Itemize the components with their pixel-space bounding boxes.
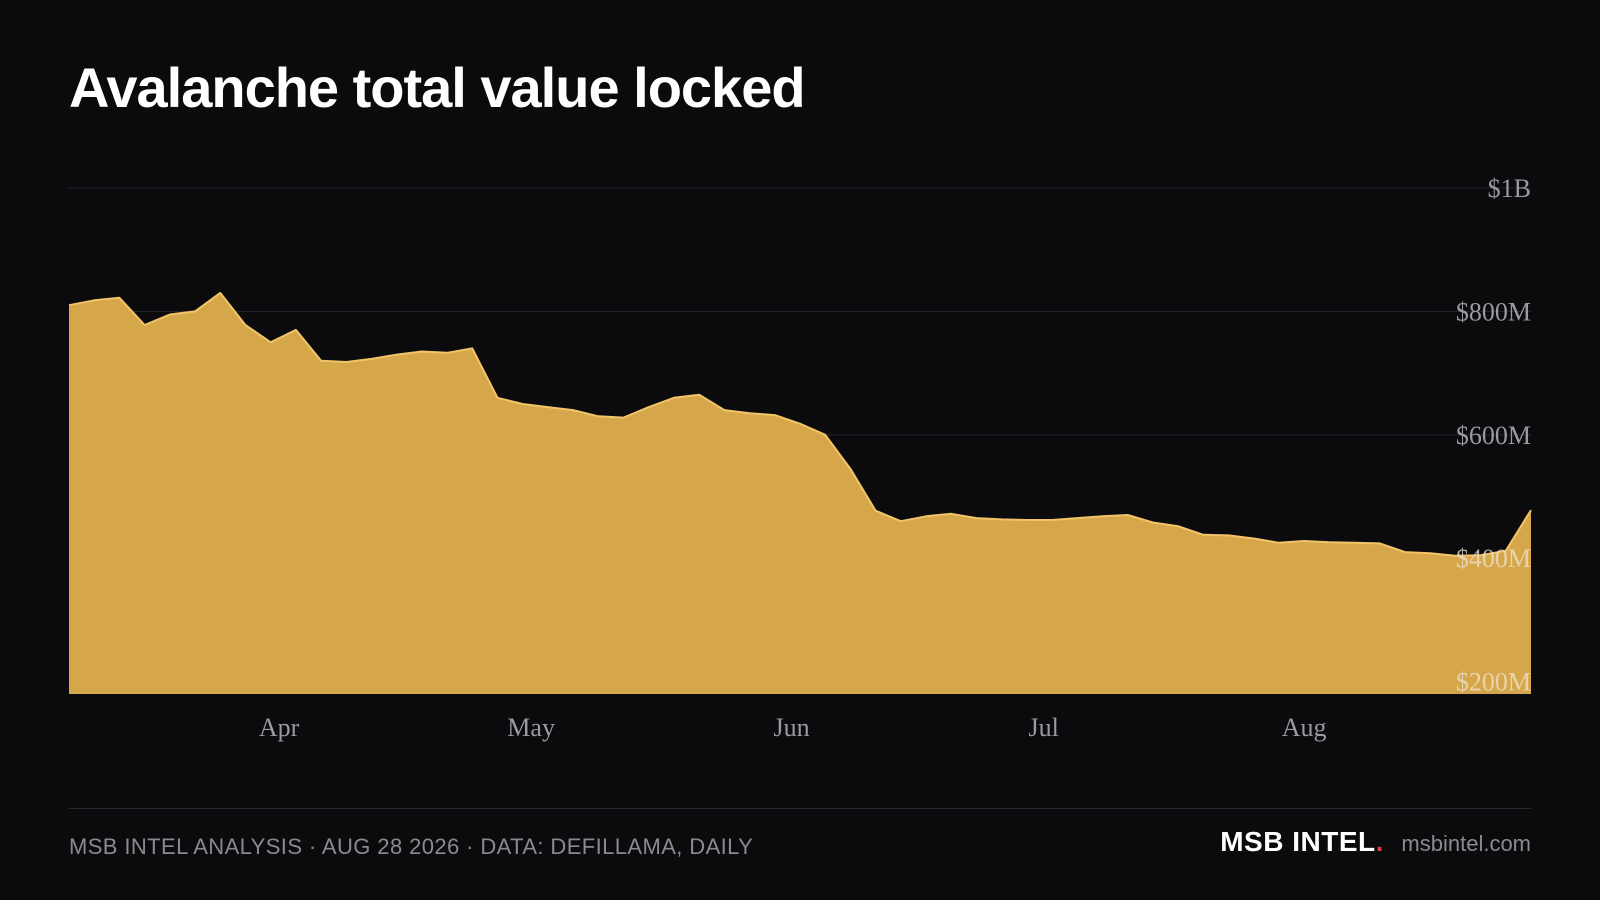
y-tick-label-3: $800M (1456, 297, 1531, 326)
y-tick-label-1: $400M (1456, 544, 1531, 573)
x-tick-label-3: Jul (1028, 713, 1058, 742)
brand-name: MSB INTEL (1220, 826, 1376, 857)
tvl-area (69, 292, 1531, 694)
x-tick-label-4: Aug (1282, 713, 1327, 742)
y-tick-label-0: $200M (1456, 668, 1531, 697)
x-tick-label-2: Jun (774, 713, 810, 742)
y-tick-label-2: $600M (1456, 421, 1531, 450)
footer-branding: MSB INTEL. msbintel.com (1220, 826, 1531, 858)
brand-logo: MSB INTEL. (1220, 826, 1383, 858)
footer-divider (69, 808, 1531, 809)
footer-source-note: MSB INTEL ANALYSIS · AUG 28 2026 · DATA:… (69, 834, 754, 859)
brand-dot: . (1375, 826, 1384, 857)
x-tick-label-1: May (507, 713, 555, 742)
site-url[interactable]: msbintel.com (1401, 831, 1531, 856)
chart-title: Avalanche total value locked (69, 56, 806, 119)
x-tick-label-0: Apr (259, 713, 300, 742)
tvl-line (68, 291, 1532, 557)
y-tick-label-4: $1B (1488, 174, 1531, 203)
